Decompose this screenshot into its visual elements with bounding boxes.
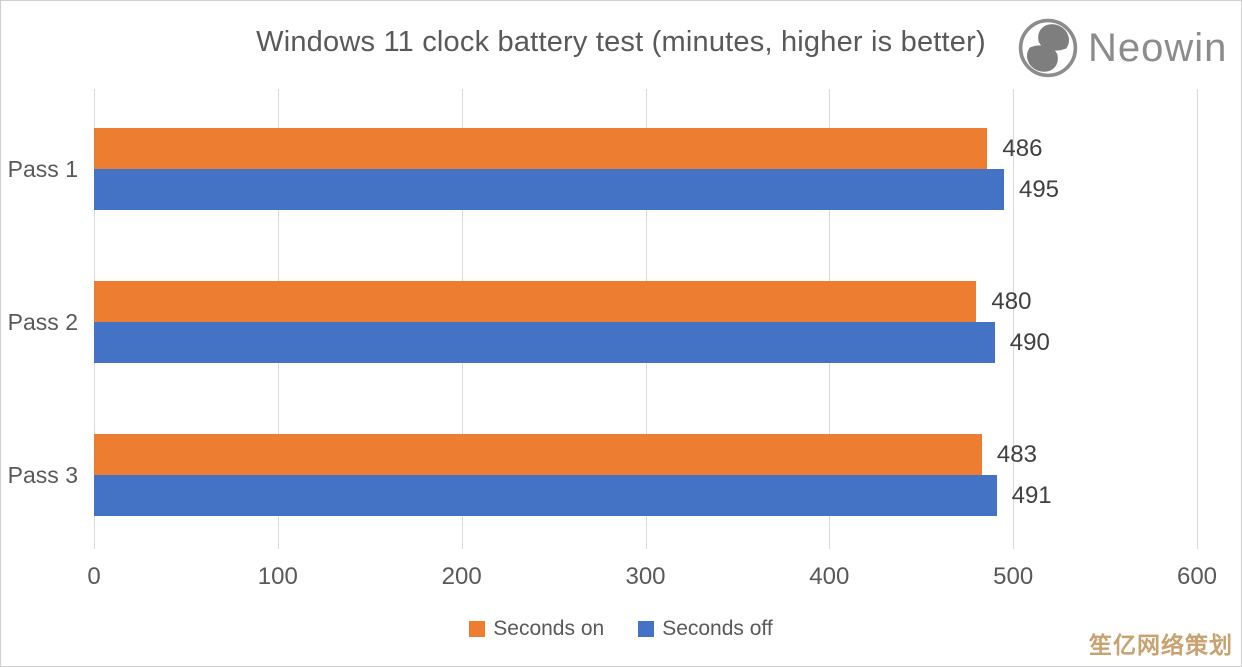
value-label: 480 bbox=[991, 288, 1032, 315]
chart-title: Windows 11 clock battery test (minutes, … bbox=[256, 26, 986, 58]
bar-seconds-on-pass-3 bbox=[94, 434, 982, 476]
legend-swatch bbox=[469, 621, 486, 637]
legend-item-seconds-on: Seconds on bbox=[469, 617, 604, 641]
x-tick-label: 300 bbox=[625, 563, 666, 590]
legend: Seconds on Seconds off bbox=[1, 617, 1241, 641]
bar-seconds-on-pass-1 bbox=[94, 127, 988, 169]
legend-label: Seconds off bbox=[662, 617, 773, 640]
value-label: 483 bbox=[996, 441, 1037, 469]
value-label: 491 bbox=[1011, 482, 1052, 510]
legend-item-seconds-off: Seconds off bbox=[638, 617, 773, 641]
category-label: Pass 3 bbox=[7, 462, 78, 489]
bar-seconds-off-pass-3 bbox=[94, 475, 997, 517]
x-tick-label: 600 bbox=[1176, 563, 1218, 590]
x-tick-label: 100 bbox=[257, 563, 298, 590]
value-label: 486 bbox=[1002, 134, 1043, 162]
bar-seconds-on-pass-2 bbox=[94, 281, 977, 322]
bar-seconds-off-pass-2 bbox=[94, 322, 995, 363]
bar-seconds-off-pass-1 bbox=[94, 168, 1004, 210]
neowin-logo: Neowin bbox=[1017, 17, 1227, 79]
x-tick-label: 500 bbox=[993, 563, 1034, 590]
x-tick-label: 0 bbox=[87, 563, 101, 590]
neowin-logo-text: Neowin bbox=[1088, 25, 1228, 70]
value-label: 490 bbox=[1009, 329, 1050, 356]
neowin-logo-icon bbox=[1018, 18, 1078, 78]
legend-swatch bbox=[638, 621, 655, 637]
legend-label: Seconds on bbox=[493, 617, 605, 640]
x-tick-label: 400 bbox=[809, 563, 850, 590]
category-label: Pass 2 bbox=[7, 309, 78, 335]
value-label: 495 bbox=[1018, 175, 1060, 203]
watermark: 笙亿网络策划 bbox=[1089, 632, 1233, 658]
gridline bbox=[1013, 89, 1015, 549]
gridline bbox=[1197, 89, 1198, 549]
x-tick-label: 200 bbox=[441, 563, 482, 590]
category-label: Pass 1 bbox=[7, 155, 78, 182]
